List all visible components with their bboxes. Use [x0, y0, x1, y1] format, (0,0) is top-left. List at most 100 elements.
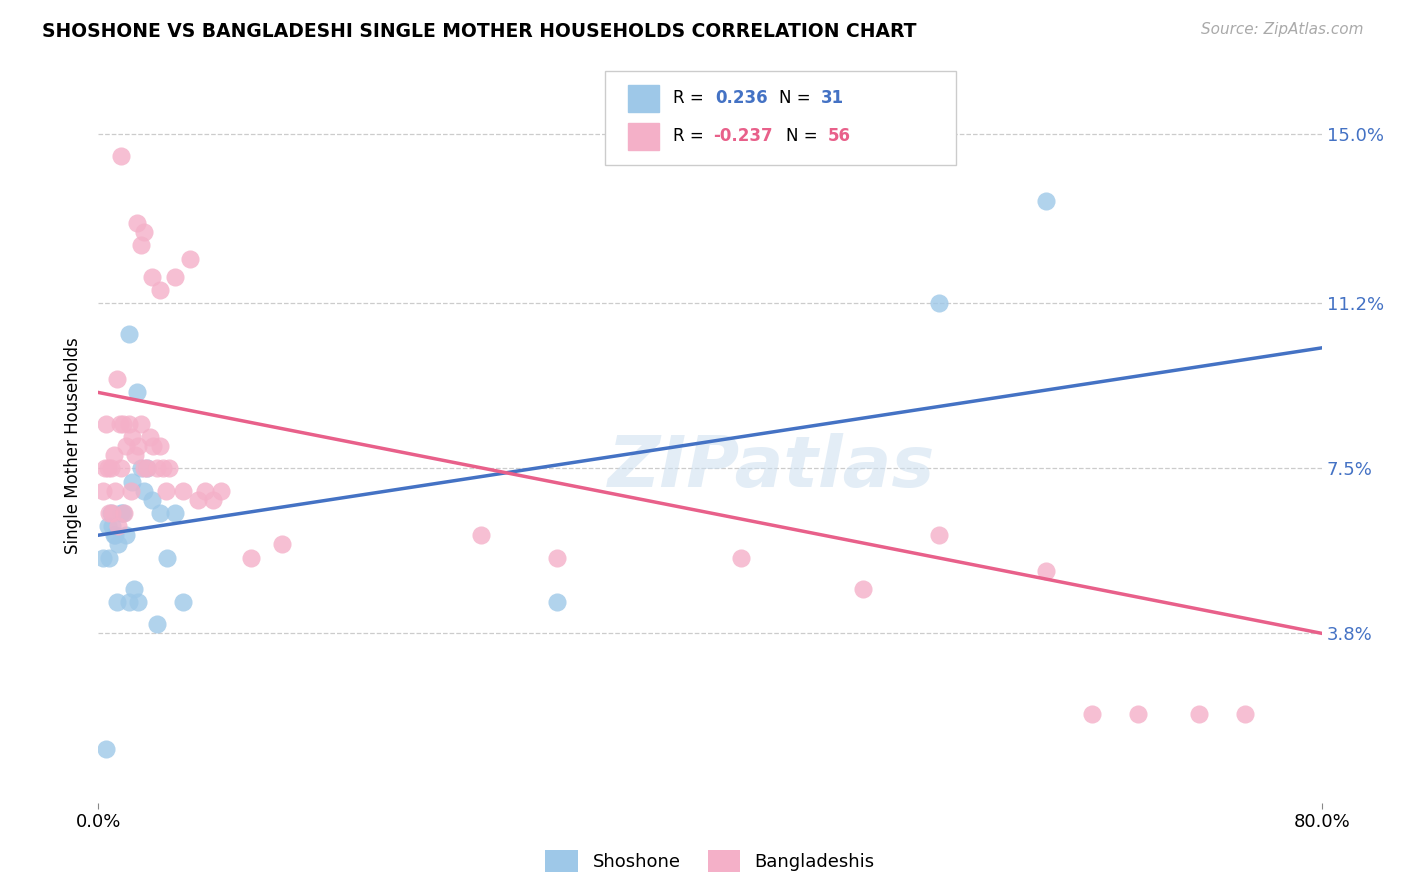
- Point: [142, 439, 165, 453]
- Point: [149, 506, 172, 520]
- Point: [163, 269, 186, 284]
- Point: [546, 595, 568, 609]
- Text: 0.236: 0.236: [716, 89, 768, 107]
- Point: [139, 430, 162, 444]
- Text: Source: ZipAtlas.com: Source: ZipAtlas.com: [1201, 22, 1364, 37]
- Point: [100, 461, 122, 475]
- Point: [928, 528, 950, 542]
- Point: [928, 296, 950, 310]
- Point: [155, 483, 177, 498]
- Point: [546, 550, 568, 565]
- Point: [209, 483, 232, 498]
- Point: [145, 617, 167, 632]
- Point: [93, 461, 115, 475]
- Point: [1128, 706, 1150, 721]
- Text: ZIPatlas: ZIPatlas: [607, 433, 935, 502]
- Point: [100, 506, 122, 520]
- Point: [1188, 706, 1211, 721]
- Point: [134, 225, 156, 239]
- Point: [127, 595, 149, 609]
- Point: [97, 461, 120, 475]
- Point: [91, 483, 114, 498]
- Point: [107, 519, 129, 533]
- Point: [172, 483, 194, 498]
- Point: [110, 506, 132, 520]
- Point: [1081, 706, 1104, 721]
- Point: [470, 528, 492, 542]
- Point: [111, 506, 134, 520]
- Point: [157, 461, 180, 475]
- Point: [120, 483, 142, 498]
- Point: [141, 269, 163, 284]
- Point: [163, 506, 186, 520]
- Point: [112, 506, 135, 520]
- Point: [134, 461, 156, 475]
- Text: 56: 56: [828, 128, 851, 145]
- Point: [1234, 706, 1257, 721]
- Point: [125, 216, 148, 230]
- Point: [141, 492, 163, 507]
- Point: [134, 483, 156, 498]
- Point: [136, 461, 159, 475]
- Point: [149, 439, 172, 453]
- Point: [107, 537, 129, 551]
- Point: [98, 550, 121, 565]
- Point: [240, 550, 263, 565]
- Point: [94, 417, 117, 431]
- Point: [103, 528, 125, 542]
- Point: [110, 149, 132, 163]
- Text: N =: N =: [786, 128, 823, 145]
- Point: [104, 483, 127, 498]
- Point: [121, 475, 143, 489]
- Point: [108, 417, 131, 431]
- Point: [136, 461, 159, 475]
- Point: [156, 550, 179, 565]
- Point: [129, 238, 152, 252]
- Point: [105, 595, 128, 609]
- Point: [149, 283, 172, 297]
- Legend: Shoshone, Bangladeshis: Shoshone, Bangladeshis: [546, 850, 875, 872]
- Point: [110, 461, 132, 475]
- Point: [194, 483, 217, 498]
- Point: [103, 448, 125, 462]
- Point: [187, 492, 209, 507]
- Point: [129, 461, 152, 475]
- Text: R =: R =: [673, 128, 710, 145]
- Text: -0.237: -0.237: [713, 128, 772, 145]
- Point: [124, 448, 146, 462]
- Point: [270, 537, 294, 551]
- Point: [1035, 564, 1057, 578]
- Point: [97, 519, 120, 533]
- Point: [115, 439, 138, 453]
- Point: [145, 461, 167, 475]
- Text: 31: 31: [821, 89, 844, 107]
- Point: [152, 461, 174, 475]
- Point: [122, 582, 145, 596]
- Point: [118, 595, 141, 609]
- Y-axis label: Single Mother Households: Single Mother Households: [65, 338, 83, 554]
- Point: [101, 506, 124, 520]
- Point: [129, 417, 152, 431]
- Point: [104, 528, 127, 542]
- Point: [91, 550, 114, 565]
- Point: [118, 327, 141, 342]
- Point: [118, 417, 141, 431]
- Point: [101, 519, 124, 533]
- Point: [98, 506, 121, 520]
- Point: [115, 528, 138, 542]
- Point: [125, 385, 148, 400]
- Point: [202, 492, 225, 507]
- Point: [172, 595, 194, 609]
- Point: [94, 742, 117, 756]
- Point: [1035, 194, 1057, 208]
- Text: N =: N =: [779, 89, 815, 107]
- Point: [730, 550, 752, 565]
- Text: R =: R =: [673, 89, 710, 107]
- Point: [111, 417, 134, 431]
- Point: [852, 582, 875, 596]
- Point: [179, 252, 201, 266]
- Point: [105, 372, 128, 386]
- Point: [127, 439, 149, 453]
- Text: SHOSHONE VS BANGLADESHI SINGLE MOTHER HOUSEHOLDS CORRELATION CHART: SHOSHONE VS BANGLADESHI SINGLE MOTHER HO…: [42, 22, 917, 41]
- Point: [121, 430, 143, 444]
